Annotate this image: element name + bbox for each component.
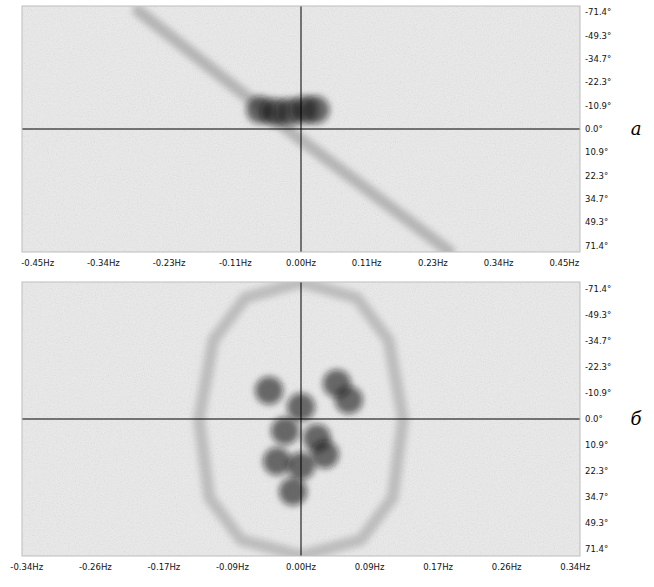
x-tick-label: 0.00Hz <box>286 562 316 572</box>
y-tick-label: -10.9° <box>585 388 611 398</box>
panel-letter: а <box>631 118 642 139</box>
density-blob <box>263 447 291 475</box>
y-tick-label: -49.3° <box>585 31 611 41</box>
density-blob <box>311 441 339 469</box>
y-tick-label: 0.0° <box>585 124 603 134</box>
plot-texture <box>22 282 580 556</box>
y-tick-label: 34.7° <box>585 194 608 204</box>
x-tick-label: 0.45Hz <box>549 258 579 268</box>
x-tick-label: 0.11Hz <box>352 258 382 268</box>
x-tick-label: 0.34Hz <box>484 258 514 268</box>
y-tick-label: -71.4° <box>585 7 611 17</box>
x-tick-label: -0.09Hz <box>216 562 249 572</box>
density-blob <box>255 377 283 405</box>
x-tick-label: 0.00Hz <box>286 258 316 268</box>
y-tick-label: 10.9° <box>585 147 608 157</box>
y-tick-label: -34.7° <box>585 336 611 346</box>
frame <box>22 6 580 252</box>
y-tick-label: -22.3° <box>585 362 611 372</box>
x-tick-label: -0.17Hz <box>147 562 180 572</box>
x-tick-label: 0.09Hz <box>355 562 385 572</box>
y-tick-label: -71.4° <box>585 284 611 294</box>
panel: -0.34Hz -0.26Hz -0.17Hz -0.09Hz 0.00Hz 0.09Hz… <box>10 282 642 572</box>
density-blob <box>279 478 307 506</box>
x-tick-label: -0.34Hz <box>10 562 43 572</box>
x-tick-label: -0.45Hz <box>21 258 54 268</box>
x-tick-label: -0.34Hz <box>87 258 120 268</box>
y-tick-label: 71.4° <box>585 544 608 554</box>
density-blob <box>271 417 299 445</box>
y-tick-label: 34.7° <box>585 492 608 502</box>
density-band <box>138 11 449 252</box>
plot-texture <box>22 6 580 252</box>
x-tick-label: -0.26Hz <box>79 562 112 572</box>
figure: -0.45Hz -0.34Hz -0.23Hz -0.11Hz 0.00Hz 0.11Hz… <box>0 0 654 587</box>
x-tick-label: 0.34Hz <box>560 562 590 572</box>
y-tick-label: -34.7° <box>585 54 611 64</box>
y-tick-label: -22.3° <box>585 77 611 87</box>
x-tick-label: 0.26Hz <box>492 562 522 572</box>
x-tick-label: 0.23Hz <box>418 258 448 268</box>
y-tick-label: 49.3° <box>585 217 608 227</box>
y-tick-label: -10.9° <box>585 101 611 111</box>
y-tick-label: 22.3° <box>585 171 608 181</box>
zero-line-y <box>22 129 580 130</box>
x-tick-label: -0.11Hz <box>219 258 252 268</box>
y-tick-label: 71.4° <box>585 241 608 251</box>
plot-area <box>22 282 580 556</box>
y-tick-label: 49.3° <box>585 518 608 528</box>
x-tick-label: -0.23Hz <box>153 258 186 268</box>
panel: -0.45Hz -0.34Hz -0.23Hz -0.11Hz 0.00Hz 0.11Hz… <box>21 6 641 268</box>
x-tick-label: 0.17Hz <box>423 562 453 572</box>
plot-area <box>22 6 580 252</box>
density-blob <box>323 370 351 398</box>
frame <box>22 282 580 556</box>
y-tick-label: 0.0° <box>585 414 603 424</box>
density-blob <box>302 96 330 124</box>
y-tick-label: 22.3° <box>585 466 608 476</box>
zero-line-y <box>22 419 580 420</box>
y-tick-label: 10.9° <box>585 440 608 450</box>
y-tick-label: -49.3° <box>585 310 611 320</box>
panel-letter: б <box>631 408 643 429</box>
marks <box>138 11 449 252</box>
